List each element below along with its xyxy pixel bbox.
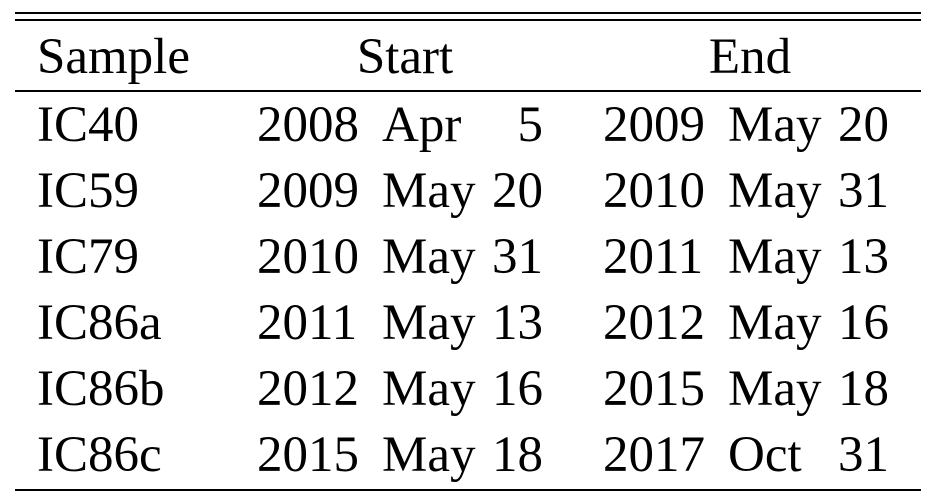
table-row: IC79 2010 May 31 2011 May 13 <box>15 224 921 290</box>
start-day: 13 <box>492 295 543 351</box>
end-month: May <box>728 361 822 417</box>
header-row: Sample Start End <box>15 24 921 90</box>
start-year: 2011 <box>257 295 358 351</box>
start-month: May <box>382 361 476 417</box>
end-day: 18 <box>838 361 889 417</box>
end-month: May <box>728 295 822 351</box>
start-day: 31 <box>492 229 543 285</box>
start-month: May <box>382 427 476 483</box>
start-month: May <box>382 229 476 285</box>
end-year: 2015 <box>603 361 705 417</box>
end-day: 20 <box>838 97 889 153</box>
end-month: Oct <box>728 427 802 483</box>
header-rule <box>15 90 921 92</box>
sample-name: IC79 <box>37 229 139 285</box>
header-sample: Sample <box>37 29 190 85</box>
start-month: May <box>382 163 476 219</box>
start-month: Apr <box>382 97 462 153</box>
table-row: IC86a 2011 May 13 2012 May 16 <box>15 290 921 356</box>
sample-name: IC40 <box>37 97 139 153</box>
end-year: 2009 <box>603 97 705 153</box>
bottom-rule <box>15 489 921 491</box>
end-month: May <box>728 97 822 153</box>
end-day: 13 <box>838 229 889 285</box>
table-row: IC59 2009 May 20 2010 May 31 <box>15 158 921 224</box>
start-year: 2009 <box>257 163 359 219</box>
sample-name: IC86b <box>37 361 165 417</box>
top-rule-upper <box>15 12 921 14</box>
start-day: 18 <box>492 427 543 483</box>
header-end: End <box>708 29 792 85</box>
sample-name: IC59 <box>37 163 139 219</box>
end-month: May <box>728 163 822 219</box>
end-year: 2017 <box>603 427 705 483</box>
start-day: 20 <box>492 163 543 219</box>
end-year: 2012 <box>603 295 705 351</box>
table-row: IC40 2008 Apr 5 2009 May 20 <box>15 92 921 158</box>
end-day: 16 <box>838 295 889 351</box>
table-row: IC86b 2012 May 16 2015 May 18 <box>15 356 921 422</box>
start-year: 2010 <box>257 229 359 285</box>
top-rule-lower <box>15 19 921 21</box>
start-year: 2008 <box>257 97 359 153</box>
header-start: Start <box>356 29 454 85</box>
start-year: 2012 <box>257 361 359 417</box>
sample-name: IC86c <box>37 427 162 483</box>
start-month: May <box>382 295 476 351</box>
end-day: 31 <box>838 163 889 219</box>
end-year: 2011 <box>603 229 704 285</box>
start-day: 5 <box>517 97 544 153</box>
start-year: 2015 <box>257 427 359 483</box>
start-day: 16 <box>492 361 543 417</box>
end-month: May <box>728 229 822 285</box>
sample-name: IC86a <box>37 295 162 351</box>
end-year: 2010 <box>603 163 705 219</box>
table-row: IC86c 2015 May 18 2017 Oct 31 <box>15 422 921 488</box>
end-day: 31 <box>838 427 889 483</box>
